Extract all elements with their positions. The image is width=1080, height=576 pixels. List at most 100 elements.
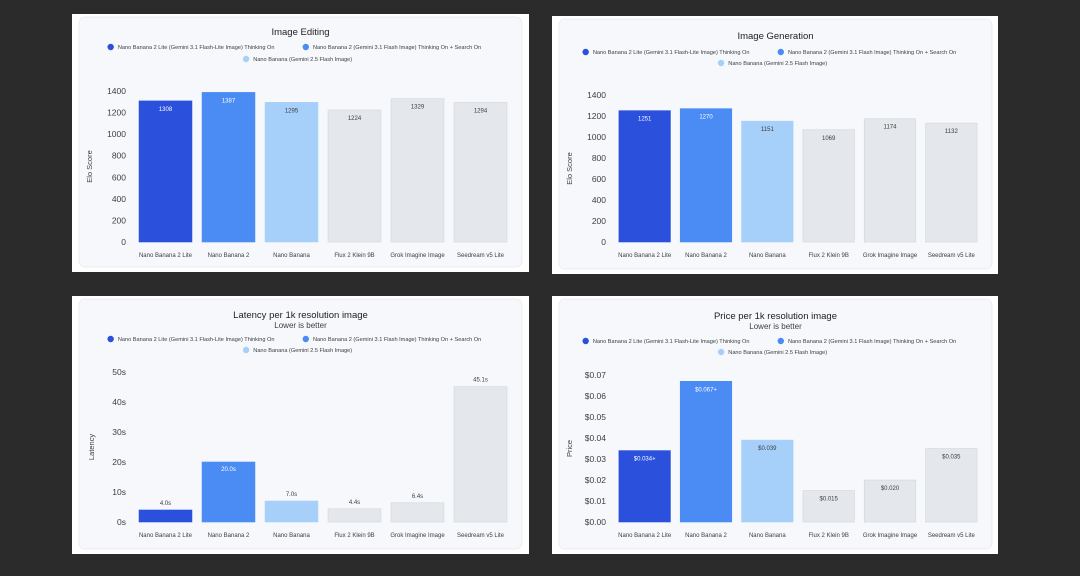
legend-swatch: [777, 48, 784, 56]
y-axis-label: Latency: [87, 434, 96, 461]
bar-6: [925, 122, 978, 243]
bar-2: [679, 108, 733, 243]
y-tick-label: 20s: [112, 457, 126, 467]
chart-panel-price: Price per 1k resolution image Lower is be…: [552, 296, 998, 554]
bar-1: [618, 450, 671, 523]
bar-value-label: $0.034+: [634, 457, 656, 463]
legend-swatch: [777, 337, 784, 345]
x-tick-label: Nano Banana: [749, 253, 786, 259]
chart-panel-image-editing: Image Editing Nano Banana 2 Lite (Gemini …: [72, 14, 529, 272]
x-tick-label: Nano Banana: [273, 533, 310, 539]
bar-4: [802, 490, 855, 523]
legend-swatch: [242, 55, 250, 63]
y-tick-label: $0.06: [585, 391, 607, 401]
bar-5: [390, 98, 445, 243]
x-tick-label: Flux 2 Klein 9B: [334, 253, 374, 259]
bar-4: [327, 109, 382, 243]
chart-subtitle: Lower is better: [274, 321, 327, 330]
y-tick-label: 400: [592, 195, 606, 205]
x-tick-label: Seedream v5 Lite: [928, 533, 976, 539]
y-tick-label: 800: [592, 153, 606, 163]
x-tick-label: Nano Banana 2: [208, 533, 250, 539]
x-tick-label: Nano Banana 2: [685, 253, 727, 259]
y-tick-label: 1000: [107, 129, 126, 139]
bar-value-label: 20.0s: [221, 467, 236, 473]
x-tick-label: Seedream v5 Lite: [457, 253, 505, 259]
x-tick-label: Flux 2 Klein 9B: [334, 533, 374, 539]
chart-svg: Image Generation Nano Banana 2 Lite (Gemi…: [558, 18, 993, 270]
y-tick-label: 600: [592, 174, 606, 184]
bar-value-label: 1132: [945, 129, 959, 135]
legend-label: Nano Banana 2 (Gemini 3.1 Flash Image) T…: [313, 337, 481, 343]
y-tick-label: 800: [112, 151, 126, 161]
bar-value-label: 1069: [822, 136, 836, 142]
x-tick-label: Seedream v5 Lite: [457, 533, 505, 539]
bar-1: [618, 110, 671, 243]
y-tick-label: 10s: [112, 487, 126, 497]
bar-3: [264, 500, 319, 523]
legend-swatch: [302, 335, 309, 343]
x-tick-label: Nano Banana: [273, 253, 310, 259]
bar-3: [264, 102, 319, 243]
bar-value-label: $0.039: [758, 446, 777, 452]
chart-title: Latency per 1k resolution image: [233, 310, 368, 321]
x-tick-label: Grok Imagine Image: [863, 253, 918, 259]
legend-swatch: [302, 43, 309, 51]
y-tick-label: 1400: [587, 90, 606, 100]
legend-swatch: [582, 337, 589, 345]
y-axis-label: Price: [565, 440, 574, 457]
legend-label: Nano Banana 2 Lite (Gemini 3.1 Flash-Lit…: [118, 45, 275, 51]
y-tick-label: $0.05: [585, 412, 607, 422]
x-tick-label: Nano Banana 2 Lite: [618, 253, 672, 259]
x-tick-label: Seedream v5 Lite: [928, 253, 976, 259]
x-tick-label: Nano Banana 2: [208, 253, 250, 259]
bar-6: [925, 448, 978, 523]
bar-6: [453, 102, 508, 243]
y-tick-label: 50s: [112, 367, 126, 377]
x-tick-label: Nano Banana: [749, 533, 786, 539]
bar-value-label: 7.0s: [286, 492, 297, 498]
y-axis-label: Elo Score: [565, 152, 574, 185]
y-tick-label: 200: [592, 216, 606, 226]
chart-title: Image Editing: [271, 27, 329, 38]
bar-value-label: 4.0s: [160, 501, 171, 507]
y-tick-label: 400: [112, 194, 126, 204]
y-tick-label: $0.04: [585, 433, 607, 443]
x-tick-label: Flux 2 Klein 9B: [808, 533, 848, 539]
bar-value-label: $0.067+: [695, 387, 717, 393]
bar-value-label: 1151: [761, 127, 775, 133]
legend-swatch: [242, 346, 250, 354]
legend-swatch: [582, 48, 589, 56]
bar-value-label: 1224: [348, 116, 362, 122]
bar-value-label: $0.015: [819, 497, 838, 503]
chart-subtitle: Lower is better: [749, 322, 802, 331]
bar-value-label: 4.4s: [349, 500, 360, 506]
y-tick-label: $0.03: [585, 454, 607, 464]
chart-card: [78, 298, 523, 550]
y-tick-label: 1200: [107, 108, 126, 118]
bar-value-label: $0.035: [942, 455, 961, 461]
legend-label: Nano Banana (Gemini 2.5 Flash Image): [728, 350, 827, 356]
legend-swatch: [717, 348, 725, 356]
chart-svg: Image Editing Nano Banana 2 Lite (Gemini …: [78, 16, 523, 268]
y-tick-label: 1000: [587, 132, 606, 142]
bar-2: [679, 381, 733, 523]
legend-label: Nano Banana 2 Lite (Gemini 3.1 Flash-Lit…: [593, 50, 750, 56]
bar-value-label: 1174: [884, 125, 898, 131]
x-tick-label: Nano Banana 2 Lite: [139, 253, 193, 259]
bar-5: [390, 502, 445, 523]
bar-value-label: 1308: [159, 107, 173, 113]
x-tick-label: Flux 2 Klein 9B: [808, 253, 848, 259]
legend-swatch: [107, 335, 114, 343]
y-tick-label: $0.07: [585, 370, 607, 380]
legend-label: Nano Banana (Gemini 2.5 Flash Image): [253, 348, 352, 354]
chart-title: Price per 1k resolution image: [714, 311, 837, 322]
x-tick-label: Nano Banana 2 Lite: [618, 533, 672, 539]
y-tick-label: 1400: [107, 86, 126, 96]
x-tick-label: Nano Banana 2: [685, 533, 727, 539]
y-tick-label: 0: [121, 237, 126, 247]
bar-value-label: 1387: [222, 98, 236, 104]
x-tick-label: Nano Banana 2 Lite: [139, 533, 193, 539]
